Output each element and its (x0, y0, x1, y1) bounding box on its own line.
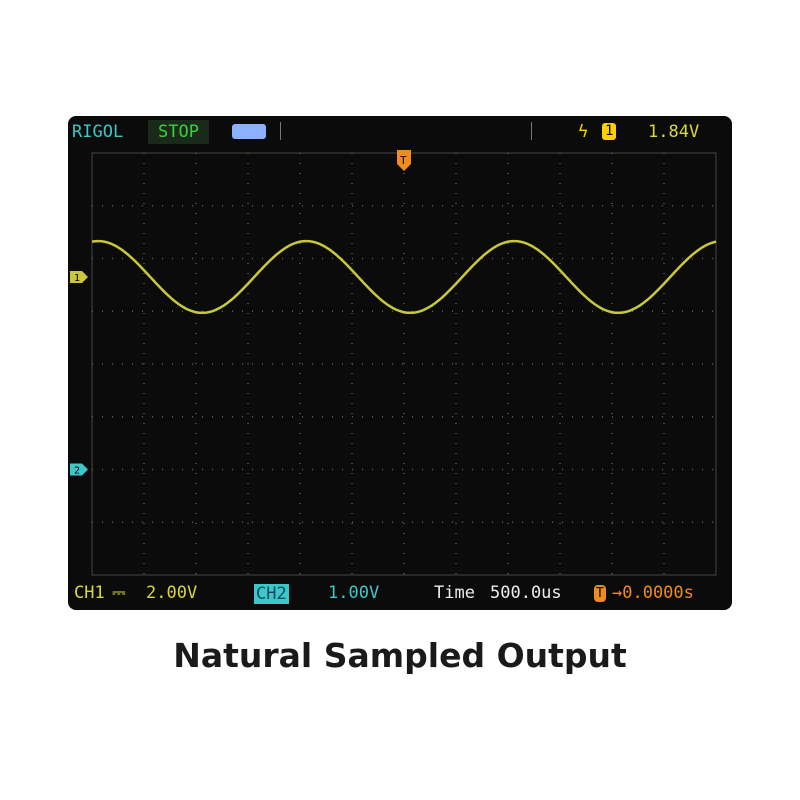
ch1-label[interactable]: CH1 (74, 583, 105, 603)
memory-depth-icon (232, 124, 266, 139)
caption: Natural Sampled Output (173, 636, 627, 675)
trigger-icon: T (594, 585, 606, 602)
ch1-scale: 2.00V (146, 583, 198, 603)
trigger-position-label: T (400, 154, 407, 167)
trigger-position-icon (397, 150, 411, 171)
ch2-marker-icon (70, 463, 88, 476)
time-label: Time (434, 583, 475, 603)
ch1-trace (91, 239, 717, 315)
ch1-marker-label: 1 (74, 273, 80, 284)
rising-edge-icon: ϟ (578, 122, 589, 142)
time-scale: 500.0us (490, 583, 562, 603)
trigger-level: 1.84V (648, 122, 700, 142)
ch2-marker-label: 2 (74, 466, 80, 477)
ch2-scale: 1.00V (328, 583, 380, 603)
run-state: STOP (148, 120, 209, 144)
waveform-overview (280, 122, 532, 140)
ch2-label[interactable]: CH2 (254, 584, 289, 604)
dc-coupling-icon: ⎓ (112, 583, 126, 603)
brand-label: RIGOL (72, 122, 124, 142)
oscilloscope-screen: RIGOL STOP ϟ 1 1.84V CH1 ⎓ 2.00V CH2 1.0… (68, 116, 732, 610)
trigger-source: 1 (602, 123, 617, 140)
trigger-offset: →0.0000s (612, 583, 694, 603)
ch1-marker-icon (70, 270, 88, 283)
